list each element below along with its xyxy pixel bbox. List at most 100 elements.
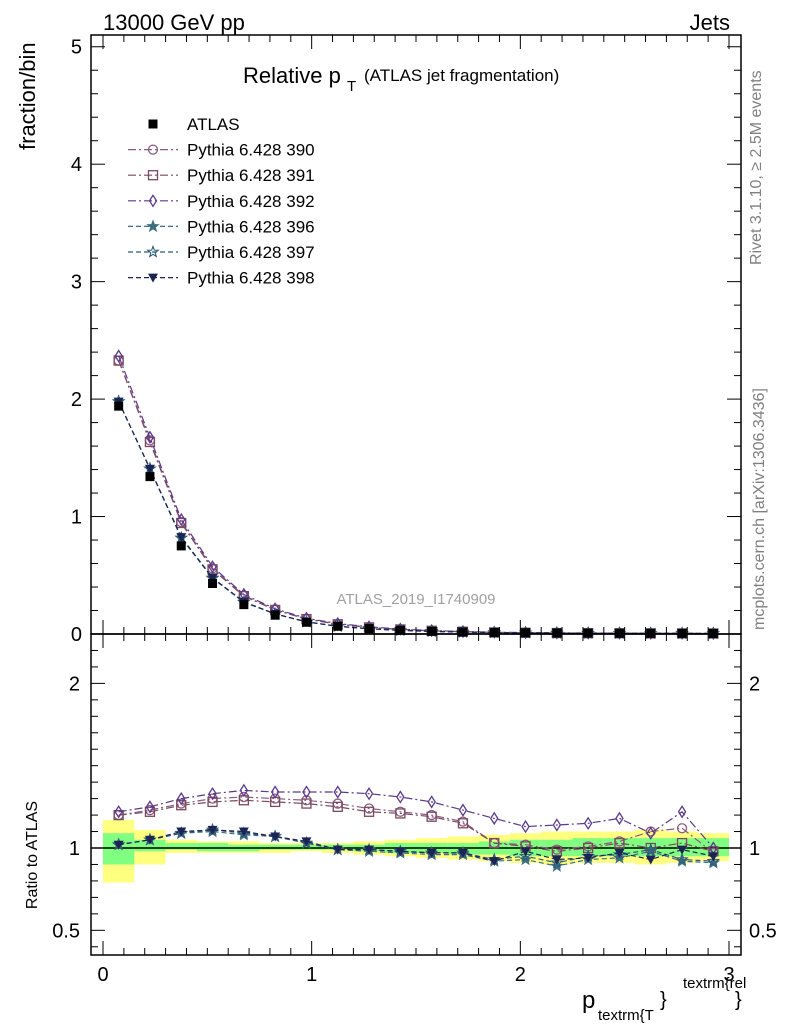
x-axis-label-brace: }	[660, 989, 667, 1011]
ratio-point	[675, 852, 689, 866]
data-point	[333, 621, 343, 631]
data-point	[208, 578, 218, 588]
ratio-line	[118, 796, 714, 854]
ratio-point	[520, 847, 531, 857]
legend-entry: Pythia 6.428 396	[128, 217, 315, 236]
ratio-point	[518, 849, 533, 862]
ratio-point	[176, 800, 187, 811]
x-tick-label: 2	[515, 964, 526, 986]
ratio-y-tick-label: 0.5	[52, 920, 80, 942]
ratio-y-tick-label: 2	[69, 673, 80, 695]
ratio-point	[302, 785, 311, 799]
ratio-point	[144, 806, 156, 817]
ratio-point	[301, 798, 312, 809]
legend-marker	[148, 194, 158, 208]
ratio-point	[550, 855, 564, 869]
green-band-bin	[290, 844, 323, 850]
data-point	[176, 541, 186, 551]
ratio-point	[489, 837, 500, 849]
x-tick-label: 3	[723, 964, 734, 986]
ratio-point	[676, 823, 688, 834]
ratio-point	[144, 835, 155, 845]
ratio-point	[706, 854, 721, 867]
data-point	[489, 627, 499, 637]
green-band-bin	[572, 838, 604, 857]
ratio-point	[645, 855, 656, 865]
legend-label: Pythia 6.428 390	[187, 141, 315, 160]
series-ratio-pythia-6-428-392	[114, 783, 718, 855]
data-point	[552, 628, 562, 638]
ratio-point	[333, 785, 343, 799]
ratio-point	[426, 848, 437, 858]
legend-label: Pythia 6.428 398	[187, 269, 315, 288]
ratio-y-tick-label-right: 2	[749, 673, 760, 695]
ratio-point	[396, 790, 405, 804]
ratio-y-tick-label: 1	[69, 838, 80, 860]
x-axis-label-subscript: textrm{T	[598, 1007, 654, 1024]
ratio-point	[521, 819, 530, 834]
ratio-point	[583, 853, 594, 863]
ratio-point	[395, 808, 406, 819]
header-energy-label: 13000 GeV pp	[103, 10, 245, 35]
ratio-y-axis-label: Ratio to ATLAS	[24, 801, 41, 909]
series-layer	[111, 349, 721, 872]
ratio-point	[364, 786, 374, 801]
data-point	[301, 617, 311, 627]
ratio-point	[646, 826, 656, 840]
data-point	[239, 600, 249, 610]
data-point	[114, 349, 123, 363]
ratio-point	[583, 816, 593, 831]
legend-entry: ATLAS	[148, 115, 240, 134]
legend-label: Pythia 6.428 391	[187, 166, 315, 185]
rivet-version-label: Rivet 3.1.10, ≥ 2.5M events	[748, 70, 765, 265]
y-tick-label: 5	[71, 37, 82, 59]
y-tick-label: 3	[71, 272, 82, 294]
legend-marker	[147, 170, 159, 181]
x-axis-label-superscript: textrm{rel	[683, 975, 746, 992]
ratio-point	[176, 791, 186, 806]
data-point	[395, 625, 405, 635]
ratio-point	[270, 832, 281, 842]
legend: ATLAS Pythia 6.428 390 Pythia 6.428 391 Pyt…	[128, 115, 315, 288]
ratio-point	[113, 840, 124, 850]
y-tick-label: 0	[71, 624, 82, 646]
ratio-point	[332, 801, 343, 812]
chart-title-subscript: T	[347, 78, 356, 95]
y-tick-label: 4	[71, 154, 82, 176]
ratio-point	[301, 837, 312, 847]
ratio-point	[114, 805, 123, 819]
ratio-uncertainty-bands	[103, 820, 729, 883]
ratio-point	[270, 785, 280, 799]
y-tick-label: 1	[71, 507, 82, 529]
chart-title-main: Relative p	[243, 63, 341, 88]
ratio-point	[207, 825, 218, 835]
ratio-point	[113, 809, 124, 821]
data-point	[583, 628, 593, 638]
ratio-point	[677, 805, 687, 819]
ratio-point	[395, 847, 406, 857]
data-point	[521, 628, 531, 638]
x-tick-label: 1	[306, 964, 317, 986]
analysis-id-label: ATLAS_2019_I1740909	[336, 591, 495, 608]
ratio-point	[708, 852, 719, 862]
ratio-point	[615, 811, 624, 826]
axes-layer: 0 1 2 3 0 1 2 3 4 5 0.5 0.5 1 1 2 2	[52, 34, 777, 986]
ratio-point	[489, 811, 499, 826]
ratio-point	[552, 818, 562, 832]
legend-entry: Pythia 6.428 390	[128, 141, 315, 160]
ratio-y-tick-label-right: 1	[749, 838, 760, 860]
ratio-point	[614, 848, 625, 858]
legend-label: Pythia 6.428 397	[187, 243, 315, 262]
ratio-point	[551, 855, 562, 865]
legend-label: Pythia 6.428 392	[187, 192, 315, 211]
green-band-bin	[134, 839, 166, 852]
data-point	[144, 464, 155, 474]
legend-entry: Pythia 6.428 397	[128, 243, 315, 262]
data-point	[207, 573, 218, 583]
header-process-label: Jets	[690, 10, 730, 35]
ratio-point	[208, 786, 217, 801]
green-band-bin	[165, 843, 197, 850]
ratio-point	[238, 827, 249, 837]
ratio-point	[458, 803, 468, 817]
x-axis-label-close-brace: }	[735, 989, 742, 1011]
